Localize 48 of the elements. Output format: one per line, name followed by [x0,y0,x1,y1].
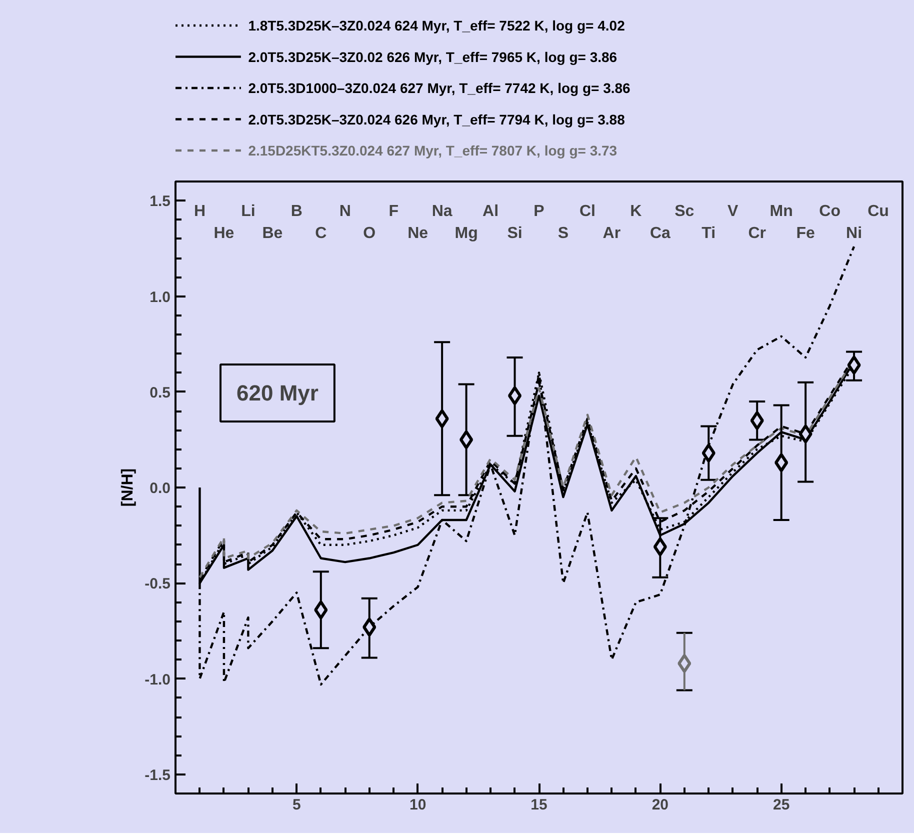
annotation: Cu [868,203,889,220]
annotation: S [558,225,569,242]
annotation: Al [482,203,499,220]
annotation: Cr [748,225,766,242]
legend-label: 2.0T5.3D25K–3Z0.02 626 Myr, T_eff= 7965 K, log g= 3.86 [248,48,618,65]
y-axis-title: [N/H] [120,468,137,507]
annotation: C [315,225,328,242]
y-tick-label: 0.5 [150,384,171,402]
annotation: Ti [702,225,716,242]
annotation: H [194,203,206,220]
annotation: K [630,203,642,220]
annotation: Fe [796,225,816,242]
annotation: Sc [674,203,694,220]
annotation: P [534,203,545,220]
y-tick-label: -1.0 [144,671,171,688]
annotation: 620 Myr [236,380,319,406]
y-tick-label: -1.5 [144,766,171,784]
annotation: O [363,225,376,242]
annotation: Ar [602,225,621,242]
annotation: Mn [770,203,793,220]
y-tick-label: 0.0 [150,480,171,497]
annotation: Li [241,203,256,220]
annotation: Co [819,203,841,220]
annotation: F [388,203,399,220]
x-tick-label: 20 [652,796,669,814]
annotation: Mg [454,225,478,242]
x-tick-label: 5 [292,796,301,814]
x-tick-label: 15 [530,796,548,814]
legend-label: 2.0T5.3D1000–3Z0.024 627 Myr, T_eff= 7742 K, log g= 3.86 [248,80,631,96]
annotation: He [214,225,234,242]
x-tick-label: 10 [409,796,426,814]
annotation: Na [432,203,452,220]
legend-label: 1.8T5.3D25K–3Z0.024 624 Myr, T_eff= 7522 K, log g= 4.02 [248,18,626,34]
annotation: N [339,203,351,220]
annotation: Si [507,225,522,242]
y-tick-label: 1.0 [150,288,171,306]
annotation: B [290,203,302,220]
x-tick-label: 25 [772,796,790,814]
annotation: Cl [579,203,596,220]
annotation: Ca [650,225,670,242]
annotation: V [728,203,739,220]
annotation: Be [262,225,283,242]
legend-label: 2.15D25KT5.3Z0.024 627 Myr, T_eff= 7807 K, log g= 3.73 [248,142,618,158]
y-tick-label: 1.5 [150,193,171,210]
annotation: Ni [846,225,862,242]
y-tick-label: -0.5 [144,576,171,593]
legend-label: 2.0T5.3D25K–3Z0.024 626 Myr, T_eff= 7794 K, log g= 3.88 [248,111,626,128]
annotation: Ne [408,225,428,242]
